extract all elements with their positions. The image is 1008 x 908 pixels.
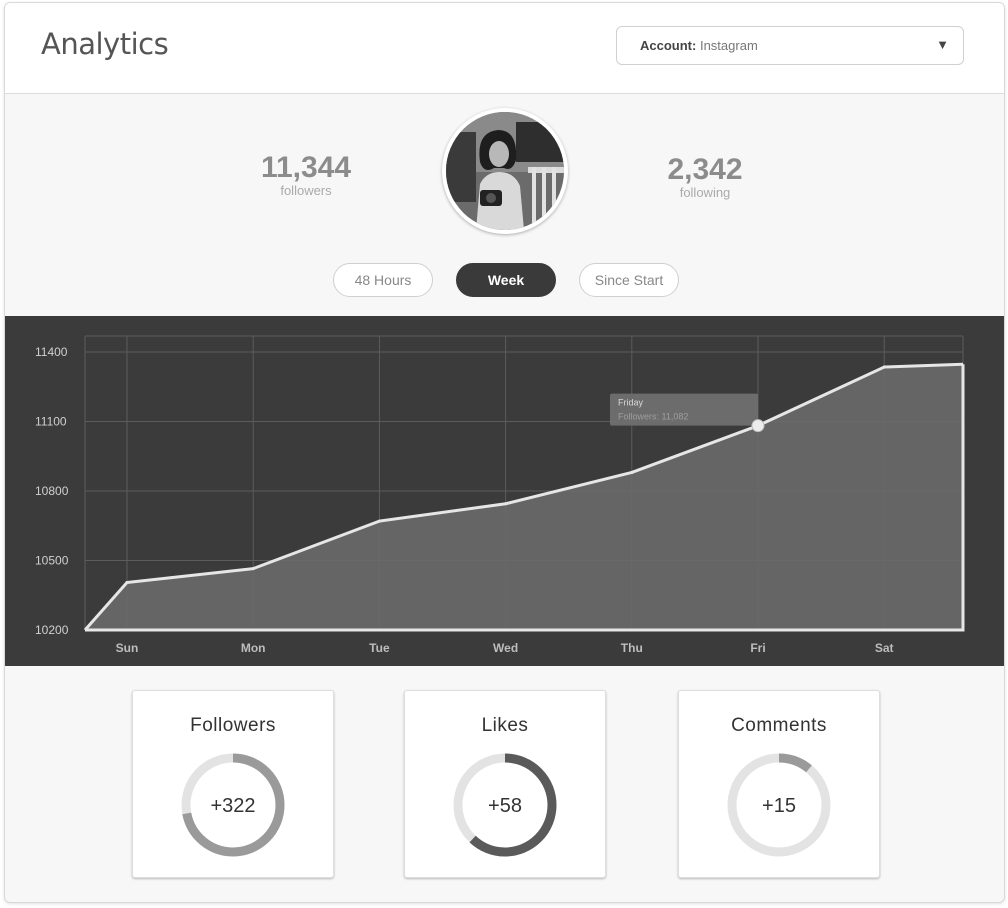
tooltip-marker [751,419,765,433]
chevron-down-icon: ▼ [936,37,949,52]
account-label-key: Account: [640,38,697,53]
range-48-hours-button[interactable]: 48 Hours [333,263,433,297]
account-label: Account: Instagram [640,38,758,53]
followers-chart-svg: 11400 11100 10800 10500 10200 Sun Mon Tue Wed Thu… [35,335,965,655]
x-tick-label: Mon [241,641,266,655]
likes-tile-title: Likes [481,715,529,736]
comments-tile-title: Comments [731,715,827,736]
page-title: Analytics [41,27,169,61]
avatar-photo [446,112,564,230]
followers-progress-ring [181,753,285,857]
following-stat: 2,342 following [605,153,805,200]
likes-progress-ring [453,753,557,857]
header-bar: Analytics Account: Instagram ▼ [5,3,1004,94]
ring-progress [181,753,285,857]
x-tick-label: Tue [369,641,390,655]
followers-tile-title: Followers [190,715,276,736]
analytics-card: Analytics Account: Instagram ▼ 11,344 fo… [4,2,1005,903]
data-point [251,567,255,571]
following-label: following [679,185,731,200]
followers-count: 11,344 [260,151,352,184]
y-tick-label: 10200 [35,623,69,637]
followers-label: followers [280,183,332,198]
likes-tile-value: +58 [488,795,522,817]
comments-tile-value: +15 [762,795,796,817]
likes-tile[interactable]: Likes +58 [404,690,606,878]
x-tick-label: Sun [116,641,139,655]
data-point [377,519,381,523]
followers-tile[interactable]: Followers +322 [132,690,334,878]
x-tick-label: Thu [621,641,643,655]
avatar[interactable] [442,108,568,234]
data-point [125,581,129,585]
y-tick-label: 11100 [35,415,67,429]
x-tick-label: Wed [493,641,518,655]
y-tick-label: 11400 [35,345,68,359]
following-count: 2,342 [667,153,743,186]
account-value: Instagram [699,38,758,53]
range-week-button[interactable]: Week [456,263,556,297]
y-tick-label: 10500 [35,554,69,568]
x-tick-label: Fri [750,641,765,655]
comments-tile[interactable]: Comments +15 [678,690,880,878]
series-area-edge [85,364,965,632]
tooltip-box [610,393,758,426]
account-dropdown[interactable]: Account: Instagram ▼ [616,26,964,65]
ring-progress [727,753,831,857]
data-point [630,470,634,474]
y-tick-label: 10800 [35,484,69,498]
data-point [504,502,508,506]
tooltip-text: Followers: 11,082 [618,412,688,422]
range-since-start-button[interactable]: Since Start [579,263,679,297]
ring-progress [453,753,557,857]
summary-tiles: Followers +322 Likes +58 Comments +15 [5,666,1004,902]
data-point [882,365,886,369]
profile-section: 11,344 followers [5,94,1004,317]
followers-stat: 11,344 followers [206,151,406,198]
comments-progress-ring [727,753,831,857]
x-tick-label: Sat [875,641,894,655]
followers-chart: 11400 11100 10800 10500 10200 Sun Mon Tue Wed Thu… [5,316,1004,666]
followers-tile-value: +322 [210,795,256,817]
series-area [85,364,963,630]
tooltip-title: Friday [618,398,644,408]
